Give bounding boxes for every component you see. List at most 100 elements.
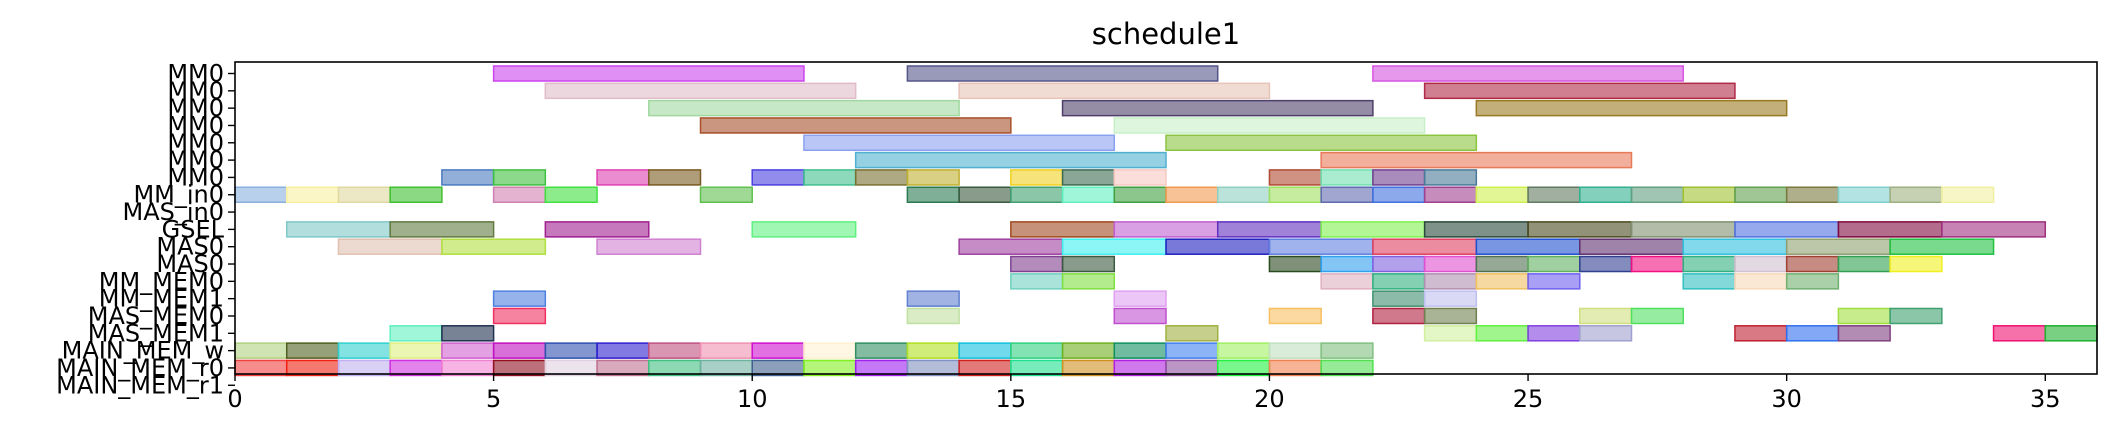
task-bar: [803, 169, 857, 186]
chart-title: schedule1: [1092, 17, 1240, 51]
x-tick-label: 0: [227, 385, 242, 413]
task-bar: [906, 342, 960, 359]
task-bar: [389, 359, 443, 377]
task-bar: [699, 117, 1012, 134]
task-bar: [1113, 359, 1167, 377]
task-bar: [1837, 186, 1891, 203]
task-bar: [234, 186, 288, 203]
task-bar: [1268, 255, 1322, 273]
task-bar: [1423, 273, 1478, 290]
task-bar: [906, 359, 960, 377]
task-bar: [1320, 273, 1374, 290]
task-bar: [441, 342, 495, 359]
task-bar: [1268, 169, 1322, 186]
task-bar: [1579, 186, 1633, 203]
x-tick-label: 10: [737, 385, 768, 413]
task-bar: [544, 82, 857, 100]
task-bar: [596, 359, 650, 377]
task-bar: [544, 186, 598, 203]
task-bar: [1837, 307, 1891, 325]
x-tick-label: 25: [1513, 385, 1544, 413]
task-bar: [1734, 325, 1788, 342]
task-bar: [596, 342, 650, 359]
y-tick-label: MM0: [167, 129, 224, 157]
x-tick-label: 5: [486, 385, 501, 413]
task-bar: [1889, 307, 1943, 325]
task-bar: [1216, 221, 1322, 238]
task-bar: [751, 221, 857, 238]
task-bar: [1061, 186, 1116, 203]
task-bar: [1113, 221, 1219, 238]
y-tick-label: MAS0: [156, 233, 224, 261]
task-bar: [1320, 186, 1374, 203]
task-bar: [1630, 255, 1684, 273]
y-tick-label: MM0: [167, 60, 224, 88]
task-bar: [1372, 307, 1426, 325]
task-bar: [1423, 255, 1478, 273]
task-bar: [1941, 221, 2047, 238]
task-bar: [648, 99, 960, 117]
task-bar: [1165, 134, 1478, 152]
task-bar: [803, 342, 857, 359]
task-bar: [699, 186, 753, 203]
task-bar: [1113, 307, 1167, 325]
task-bar: [648, 359, 702, 377]
task-bar: [1216, 186, 1271, 203]
task-bar: [2044, 325, 2098, 342]
task-bar: [492, 186, 547, 203]
y-tick-label: MM0: [167, 163, 224, 191]
task-bar: [1527, 273, 1581, 290]
task-bar: [1010, 342, 1064, 359]
task-bar: [596, 169, 650, 186]
task-bar: [492, 342, 547, 359]
task-bar: [492, 290, 547, 307]
task-bar: [751, 169, 805, 186]
task-bar: [234, 342, 288, 359]
y-tick-label: MAIN_MEM_w: [62, 337, 224, 365]
task-bar: [1734, 273, 1788, 290]
task-bar: [1061, 99, 1374, 117]
x-tick-label: 15: [996, 385, 1027, 413]
task-bar: [1785, 325, 1840, 342]
task-bar: [1579, 238, 1684, 255]
task-bar: [544, 342, 598, 359]
task-bar: [1010, 359, 1064, 377]
task-bar: [1113, 342, 1167, 359]
task-bar: [337, 186, 391, 203]
task-bar: [1837, 221, 1943, 238]
task-bar: [1320, 342, 1374, 359]
task-bar: [1889, 255, 1943, 273]
task-bar: [699, 342, 753, 359]
task-bar: [1423, 325, 1478, 342]
task-bar: [1061, 273, 1116, 290]
task-bar: [958, 359, 1012, 377]
task-bar: [958, 238, 1064, 255]
task-bar: [854, 169, 909, 186]
task-bar: [906, 186, 960, 203]
x-axis: 0 5 10 15 20 25 30 35: [227, 374, 2061, 413]
task-bar: [1010, 221, 1116, 238]
task-bar: [854, 342, 909, 359]
task-bar: [1579, 255, 1633, 273]
y-tick-label: MAIN_MEM_r0: [56, 354, 224, 382]
task-bar: [1475, 325, 1529, 342]
task-bar: [1268, 186, 1322, 203]
x-tick-label: 30: [1771, 385, 1802, 413]
task-bar: [1165, 342, 1219, 359]
x-tick-label: 35: [2030, 385, 2061, 413]
task-bar: [1423, 169, 1478, 186]
y-tick-label: MAS_MEM0: [88, 302, 224, 330]
task-bar: [906, 307, 960, 325]
task-bar: [1423, 307, 1478, 325]
task-bar: [1682, 273, 1736, 290]
task-bar: [854, 359, 909, 377]
task-bar: [1165, 359, 1219, 377]
task-bar: [1475, 99, 1788, 117]
task-bar: [596, 238, 702, 255]
task-bar: [958, 186, 1012, 203]
y-tick-label: MM_MEM0: [99, 267, 224, 295]
task-bar: [1010, 273, 1064, 290]
task-bar: [1941, 186, 1995, 203]
task-bar: [1630, 186, 1684, 203]
y-tick-label: MM0: [167, 146, 224, 174]
